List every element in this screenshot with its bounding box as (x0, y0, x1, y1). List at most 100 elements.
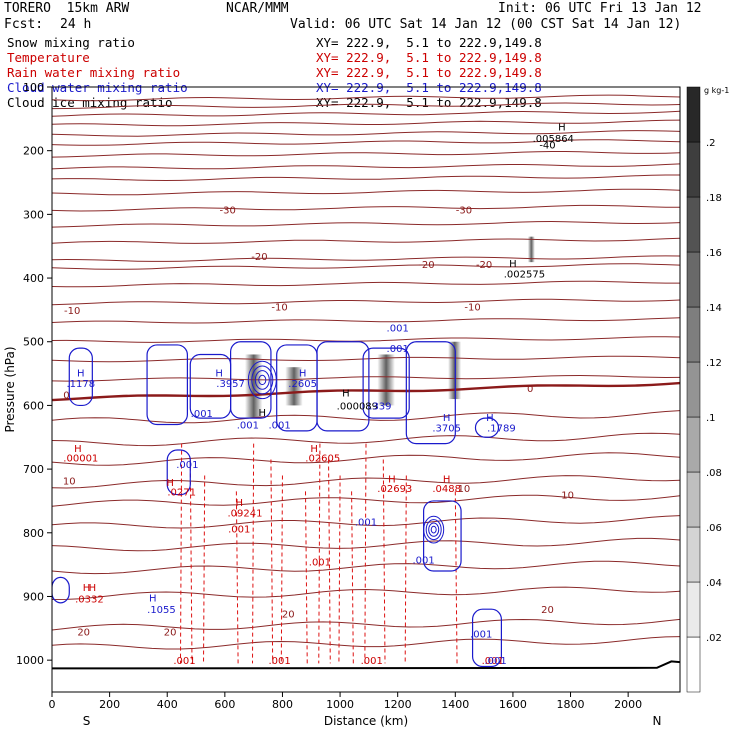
rain-contour-line (270, 459, 274, 664)
cloud-water-core (425, 519, 442, 541)
rain-contour-line (364, 443, 367, 664)
maximum-value: .005864 (533, 134, 574, 145)
isotherm-line (52, 139, 680, 146)
y-tick-label: 300 (23, 208, 44, 221)
maximum-value: .00001 (63, 454, 98, 465)
forecast-hours: 24 h (60, 17, 92, 32)
rain-contour-line (305, 491, 308, 664)
colorbar-tick-label: .1 (706, 413, 716, 424)
contour-label: .001 (412, 556, 434, 567)
organization-title: NCAR/MMM (226, 1, 289, 16)
contour-label: -10 (64, 306, 80, 317)
valid-time: Valid: 06 UTC Sat 14 Jan 12 (00 CST Sat … (290, 17, 682, 32)
contour-label: .001 (470, 629, 492, 640)
rain-contour-line (251, 443, 255, 664)
maximum-value: .1789 (487, 424, 516, 435)
high-marker: H (443, 475, 451, 486)
rain-contour-line (189, 459, 193, 664)
cloud-water-contour (405, 341, 456, 445)
isotherm-line (52, 204, 680, 212)
maximum-value: .3957 (216, 379, 245, 390)
cloud-water-core (247, 360, 277, 400)
high-marker: H (443, 413, 451, 424)
contour-label: -10 (271, 303, 287, 314)
isotherm-line (52, 163, 680, 170)
contour-label: .001 (355, 517, 377, 528)
contour-label: .001 (191, 409, 213, 420)
contour-label: .001 (361, 656, 383, 667)
rain-contour-line (454, 491, 458, 664)
high-marker: H (215, 368, 223, 379)
y-axis-label: Pressure (hPa) (3, 346, 17, 432)
high-marker: H (342, 389, 350, 400)
colorbar-tick-label: .02 (706, 633, 722, 644)
contour-label: .001 (176, 460, 198, 471)
isotherm-line (52, 280, 680, 288)
contour-label: .001 (237, 421, 259, 432)
rain-contour-line (404, 475, 407, 664)
isotherm-line (52, 220, 680, 228)
contour-label: 20 (164, 628, 177, 639)
isotherm-line (52, 494, 680, 507)
contour-label: 0 (63, 391, 69, 402)
contour-label: .001 (268, 656, 290, 667)
isotherm-line (52, 475, 680, 489)
field-name: Rain water mixing ratio (7, 65, 181, 80)
isotherm-line (52, 374, 680, 382)
isotherm-line (52, 537, 680, 552)
colorbar-tick-label: .12 (706, 358, 722, 369)
x-tick-label: 400 (157, 698, 178, 711)
high-marker: H (74, 444, 82, 455)
isotherm-line (52, 188, 680, 196)
isotherm-line (52, 355, 680, 363)
contour-label: -20 (251, 252, 267, 263)
high-marker: H (310, 444, 318, 455)
colorbar-segment (686, 581, 701, 638)
contour-label: 0 (527, 384, 533, 395)
contour-label: 10 (561, 491, 574, 502)
contour-label: .001 (485, 656, 507, 667)
x-tick-label: 2000 (614, 698, 642, 711)
maximum-value: .002575 (504, 270, 545, 281)
x-tick-label: 1800 (557, 698, 585, 711)
colorbar-tick-label: .04 (706, 578, 722, 589)
isotherm-line (52, 151, 680, 158)
cloud-water-contour (471, 608, 502, 668)
isotherm-line (52, 94, 680, 102)
contour-label: .001 (268, 421, 290, 432)
snow-shade-column (285, 367, 303, 406)
maximum-value: .3705 (432, 424, 461, 435)
isotherm-line (52, 515, 680, 529)
cloud-water-core (428, 522, 440, 537)
cloud-water-contour (474, 417, 500, 438)
colorbar-segment (686, 196, 701, 253)
contour-label: 10 (458, 484, 471, 495)
rain-contour-line (338, 475, 341, 664)
cloud-water-contour (146, 344, 188, 426)
y-tick-label: 800 (23, 527, 44, 540)
isotherm-line (52, 317, 680, 324)
north-label: N (652, 714, 661, 728)
x-tick-label: 1400 (441, 698, 469, 711)
cloud-water-core (430, 525, 437, 534)
isotherm-line (52, 255, 680, 262)
isotherm-line (52, 586, 680, 600)
isotherm-line (52, 174, 680, 182)
contour-labels: -40 -30 -30 -20 -20 -20 -10 -10 -10 0 0 10 10 10 20 20 2… (63, 122, 574, 667)
contour-label: -30 (220, 205, 236, 216)
contour-label: -20 (476, 260, 492, 271)
rain-contour-line (382, 459, 386, 664)
y-tick-label: 200 (23, 145, 44, 158)
terrain-surface (52, 660, 680, 670)
high-marker: H (299, 368, 307, 379)
isotherm-line (52, 636, 680, 650)
maximum-value: .02693 (377, 484, 412, 495)
colorbar-unit: g kg-1 (704, 86, 729, 95)
maximum-value: .000089 (337, 401, 378, 412)
contour-label: 20 (77, 628, 90, 639)
cloud-water-core (254, 370, 270, 390)
maximum-value: .2605 (288, 379, 317, 390)
snow-shading (244, 236, 535, 419)
plot-frame (51, 86, 681, 693)
y-tick-label: 600 (23, 399, 44, 412)
